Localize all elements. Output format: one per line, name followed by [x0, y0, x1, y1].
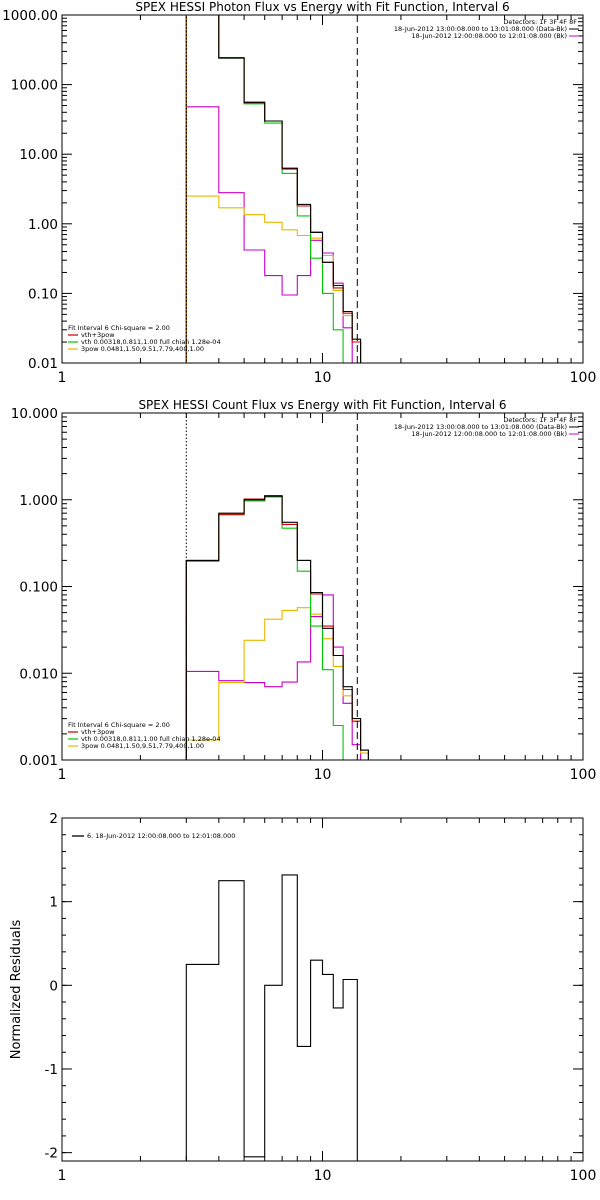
- header-line: Detectors: 1F 3F 4F 8F: [503, 416, 577, 424]
- x-tick-label: 1: [58, 767, 67, 783]
- series-6-18-jun-2012-12-00-08-000-to-: [185, 874, 358, 1161]
- legend-entry: vth 0.00318,0.811,1.00 full chian 1.28e-…: [81, 735, 221, 743]
- minor-ticks: [62, 413, 583, 760]
- y-tick-label: 0.001: [19, 753, 58, 769]
- plot-frame: [61, 412, 584, 761]
- y-tick-label: 0.10: [28, 286, 58, 302]
- minor-ticks: [62, 817, 583, 1161]
- chart-2: SPEX HESSI Count Flux vs Energy with Fit…: [11, 398, 597, 783]
- header-line: 18-Jun-2012 13:00:08.000 to 13:01:08.000…: [394, 423, 567, 431]
- fit-summary: Fit Interval 6 Chi-square = 2.00: [68, 721, 170, 729]
- x-tick-label: 100: [570, 767, 597, 783]
- chart-1: SPEX HESSI Photon Flux vs Energy with Fi…: [2, 0, 596, 386]
- legend-entry: 6. 18-Jun-2012 12:00:08.000 to 12:01:08.…: [87, 832, 235, 840]
- series-vth-3pow: [185, 494, 380, 760]
- minor-ticks: [62, 15, 583, 363]
- y-tick-label: 1000.00: [2, 8, 58, 24]
- chart-title: SPEX HESSI Photon Flux vs Energy with Fi…: [135, 0, 509, 14]
- y-tick-label: 0.01: [28, 356, 58, 372]
- header-line: 18-Jun-2012 13:00:08.000 to 13:01:08.000…: [394, 25, 567, 33]
- legend-entry: vth 0.00318,0.811,1.00 full chian 1.28e-…: [81, 338, 221, 346]
- x-tick-label: 1: [58, 370, 67, 386]
- legend-entry: vth+3pow: [81, 728, 115, 736]
- x-tick-label: 1: [58, 1168, 67, 1184]
- header-line: 18-Jun-2012 12:00:08.000 to 12:01:08.000…: [412, 430, 567, 438]
- y-tick-label: -2: [45, 1146, 58, 1162]
- plot-area: [185, 494, 380, 760]
- plot-frame: [61, 817, 584, 1162]
- x-tick-label: 10: [314, 370, 332, 386]
- series-vth: [185, 15, 369, 363]
- series-vth: [185, 496, 380, 760]
- y-tick-label: 10.00: [19, 147, 58, 163]
- legend-entry: vth+3pow: [81, 331, 115, 339]
- x-tick-label: 100: [570, 370, 597, 386]
- y-tick-label: 10.000: [11, 406, 58, 422]
- plot-frame: [61, 14, 584, 364]
- header-line: Detectors: 1F 3F 4F 8F: [503, 18, 577, 26]
- x-tick-label: 100: [570, 1168, 597, 1184]
- series-vth-3pow: [185, 15, 369, 363]
- series-data-bk: [185, 495, 380, 760]
- y-tick-label: 1: [49, 895, 58, 911]
- y-tick-label: 1.00: [28, 217, 58, 233]
- x-tick-label: 10: [314, 1168, 332, 1184]
- y-tick-label: 0.010: [19, 666, 58, 682]
- y-tick-label: 0: [49, 978, 58, 994]
- x-tick-label: 10: [314, 767, 332, 783]
- chart-title: SPEX HESSI Count Flux vs Energy with Fit…: [138, 398, 506, 412]
- y-tick-label: 100.00: [11, 78, 58, 94]
- y-tick-label: 1.000: [19, 493, 58, 509]
- series-data-bk: [185, 15, 369, 363]
- series-bk: [185, 106, 369, 363]
- plot-area: [185, 15, 369, 363]
- y-tick-label: 0.100: [19, 580, 58, 596]
- legend-entry: 3pow 0.0481,1.50,9.51,7.79,400,1.00: [81, 345, 204, 353]
- y-tick-label: 2: [49, 811, 58, 827]
- plot-area: [185, 874, 358, 1161]
- y-tick-label: -1: [45, 1062, 58, 1078]
- y-axis-label: Normalized Residuals: [9, 920, 24, 1060]
- legend-entry: 3pow 0.0481,1.50,9.51,7.79,400,1.00: [81, 742, 204, 750]
- header-line: 18-Jun-2012 12:00:08.000 to 12:01:08.000…: [412, 32, 567, 40]
- fit-summary: Fit Interval 6 Chi-square = 2.00: [68, 324, 170, 332]
- chart-3: Normalized Residuals 1 10 100 -2 -1 0 1 2 6. 18-J…: [9, 811, 596, 1184]
